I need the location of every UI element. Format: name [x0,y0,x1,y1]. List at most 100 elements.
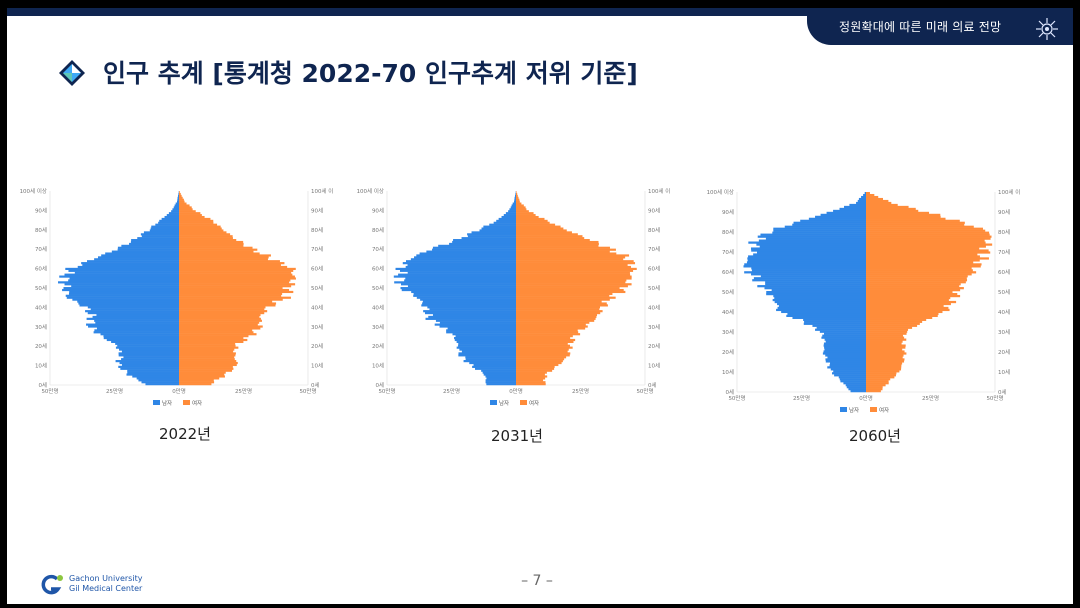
male-bar [172,208,179,211]
male-bar [118,352,179,355]
age-tick-label-right: 60세 [998,268,1010,276]
male-bar [141,235,179,238]
age-tick-label-left: 100세 이상 [707,188,734,196]
female-bar [516,273,631,276]
female-bar [516,358,565,361]
male-bar [449,242,516,246]
male-bar [833,370,866,373]
male-bar [826,211,866,215]
male-bar [747,257,866,260]
male-bar [815,328,866,331]
female-bar [516,246,610,249]
female-bar [179,196,183,199]
male-bar [59,275,180,278]
female-bar [516,296,616,299]
male-bar [159,219,179,222]
female-bar [179,248,258,251]
female-bar [866,300,957,304]
male-bar [746,261,866,264]
male-bar [87,306,179,309]
male-bar [95,321,179,324]
female-bar [516,367,555,370]
female-bar [516,354,570,357]
female-bar [179,206,192,209]
female-bar [866,235,992,238]
male-bar [751,249,866,252]
female-bar [179,273,293,276]
male-bar [410,258,516,261]
female-bar [866,334,903,337]
male-bar [743,265,866,268]
male-bar [63,287,179,290]
male-bar [748,255,866,258]
male-bar [486,383,516,386]
x-tick-label: 25만명 [572,387,589,395]
male-bar [407,271,516,274]
male-bar [784,225,866,228]
male-bar [765,281,866,284]
male-bar [138,379,179,382]
female-bar [866,221,965,224]
female-bar [866,285,960,288]
female-bar [866,197,883,201]
male-bar [479,229,516,232]
age-tick-label-right: 30세 [998,328,1010,336]
male-bar [510,206,516,209]
female-bar [179,242,244,246]
logo-line2: Gil Medical Center [69,584,143,593]
male-bar [117,344,179,347]
male-bar [508,210,516,213]
female-bar [179,361,238,365]
male-bar [825,340,866,343]
male-bar [422,300,516,303]
female-bar [866,374,896,377]
male-bar [120,367,179,370]
male-bar [77,265,179,269]
female-bar [179,258,268,261]
female-bar [866,229,986,232]
male-bar [864,192,866,195]
male-bar [94,319,179,322]
age-tick-label-left: 10세 [372,362,384,370]
age-tick-label-right: 70세 [648,245,660,253]
female-bar [179,244,244,247]
male-bar [792,223,866,226]
male-bar [96,327,179,330]
female-bar [866,294,961,298]
male-bar [774,296,866,300]
male-bar [161,217,179,221]
male-bar [748,241,866,244]
male-bar [757,235,866,238]
female-bar [516,310,603,313]
male-bar [100,333,179,336]
male-bar [97,256,179,259]
female-bar [516,319,595,322]
female-bar [179,294,282,297]
female-bar [179,262,285,265]
legend-label-female: 여자 [192,399,202,407]
male-bar [498,217,516,221]
female-bar [516,363,559,367]
female-bar [516,256,626,259]
male-bar [772,298,866,302]
male-bar [753,277,866,280]
male-bar [844,205,866,209]
female-bar [179,288,290,292]
age-tick-label-left: 0세 [375,381,384,389]
legend-swatch-male [153,400,160,405]
female-bar [516,369,553,372]
female-bar [516,231,572,234]
age-tick-label-left: 60세 [722,268,734,276]
female-bar [866,192,870,195]
x-tick-label: 25만명 [793,394,810,402]
x-tick-label: 25만명 [235,387,252,395]
x-tick-label: 25만명 [922,394,939,402]
x-tick-label: 50만명 [299,387,316,395]
female-bar [866,257,989,260]
age-tick-label-left: 30세 [35,323,47,331]
age-tick-label-left: 70세 [35,245,47,253]
male-bar [839,207,866,211]
male-bar [455,335,516,338]
female-bar [516,281,626,284]
female-bar [866,271,977,274]
